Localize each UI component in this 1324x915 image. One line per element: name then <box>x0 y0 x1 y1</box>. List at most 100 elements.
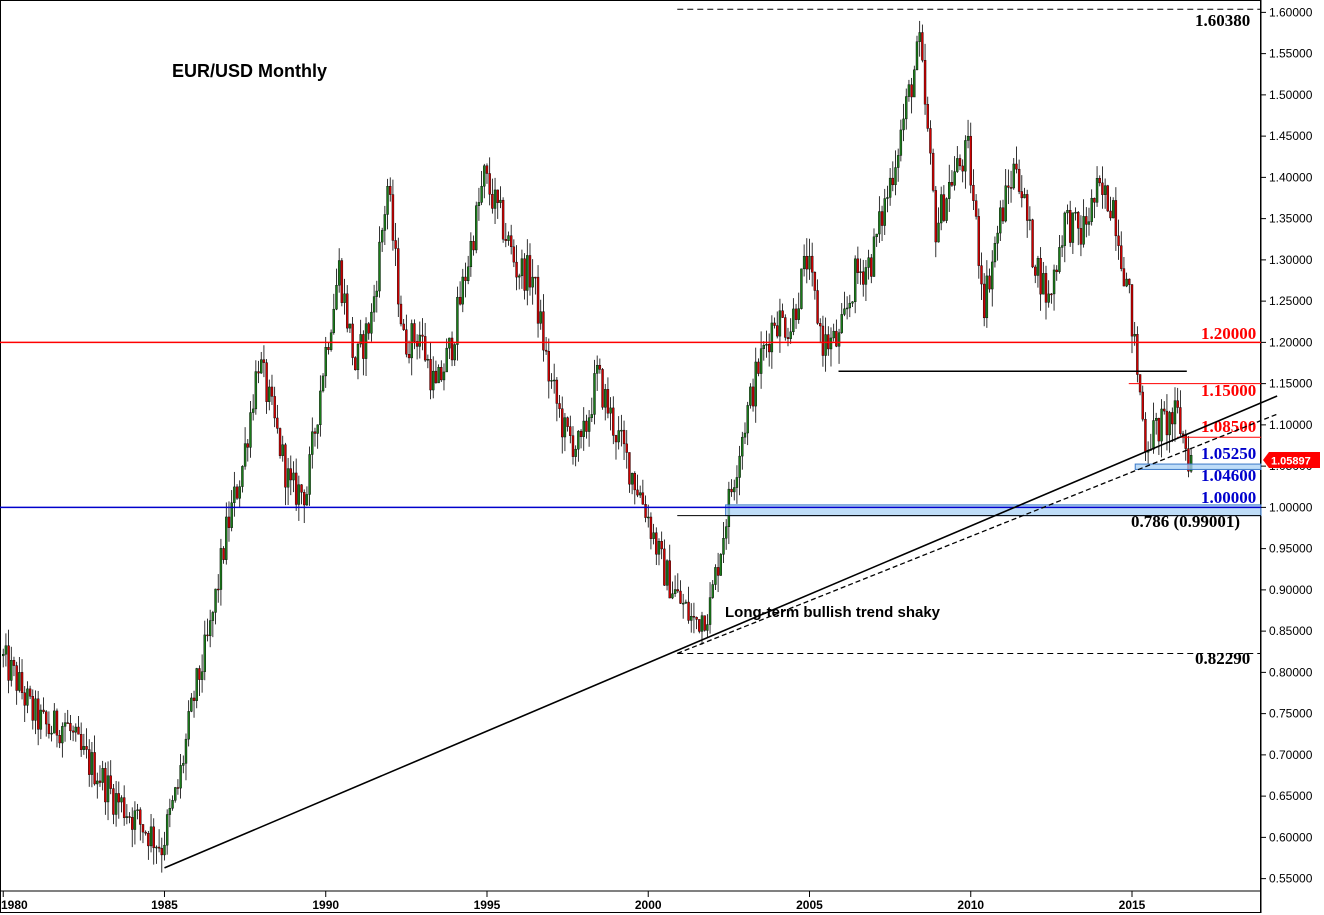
candle-body <box>1103 185 1107 195</box>
candle-body <box>942 194 946 221</box>
candle-body <box>440 367 443 381</box>
candle-body <box>45 711 48 725</box>
candle-body <box>625 443 628 453</box>
candle-body <box>171 800 174 809</box>
candle-body <box>641 492 645 505</box>
candle-body <box>1187 448 1190 472</box>
candle-body <box>921 32 924 61</box>
candle-body <box>391 194 395 241</box>
chart-title: EUR/USD Monthly <box>172 61 327 81</box>
candle-body <box>257 371 260 374</box>
candle-body <box>1171 412 1174 425</box>
candle-body <box>58 735 61 744</box>
candle-body <box>225 516 228 560</box>
candle-body <box>805 256 809 270</box>
candle-body <box>1154 418 1158 421</box>
candle-body <box>523 258 526 291</box>
candle-body <box>969 135 972 186</box>
candle-body <box>273 396 276 419</box>
candle-body <box>120 797 123 803</box>
candle-body <box>286 468 290 488</box>
candle-body <box>692 616 696 618</box>
candle-body <box>456 296 459 345</box>
candle-body <box>751 386 755 407</box>
candle-body <box>2 654 5 657</box>
candle-body <box>380 230 384 243</box>
candle-body <box>1004 185 1007 222</box>
candle-body <box>23 692 26 706</box>
candle-body <box>1125 278 1128 287</box>
candle-body <box>292 472 295 481</box>
candle-body <box>539 311 542 324</box>
y-tick-label: 1.55000 <box>1269 47 1313 61</box>
candle-body <box>767 344 771 353</box>
candle-body <box>155 846 158 849</box>
candle-body <box>112 788 115 815</box>
candle-body <box>15 665 18 691</box>
candle-body <box>1052 269 1056 295</box>
candle-body <box>784 317 787 338</box>
candle-body <box>1122 268 1126 287</box>
candle-body <box>423 336 427 361</box>
candle-body <box>896 155 900 168</box>
candle-body <box>144 831 147 834</box>
candle-body <box>509 235 513 248</box>
support-zone <box>1134 463 1262 470</box>
candle-body <box>558 403 561 409</box>
candle-body <box>536 276 540 324</box>
candle-body <box>343 293 346 303</box>
candle-body <box>359 334 362 345</box>
candle-body <box>219 548 223 590</box>
candle-body <box>354 357 357 371</box>
candle-body <box>622 429 626 445</box>
candle-body <box>1077 211 1080 229</box>
candle-body <box>131 817 134 830</box>
candle-body <box>837 332 841 347</box>
candle-body <box>63 722 67 727</box>
candle-body <box>716 567 720 576</box>
candle-body <box>418 334 421 347</box>
candle-body <box>781 310 784 318</box>
candle-body <box>278 428 282 456</box>
current-price-tag-text: 1.05897 <box>1271 456 1311 468</box>
candle-body <box>265 362 268 402</box>
candle-body <box>555 379 559 404</box>
candle-body <box>488 173 491 195</box>
candle-body <box>1165 410 1169 436</box>
candle-body <box>991 261 994 290</box>
x-tick-label: 2010 <box>957 898 984 912</box>
candle-body <box>630 473 634 485</box>
candle-body <box>880 211 884 226</box>
candle-body <box>724 526 728 539</box>
candle-body <box>1189 455 1193 472</box>
candle-body <box>163 844 166 856</box>
candle-body <box>324 347 327 377</box>
y-tick-label: 1.20000 <box>1269 335 1313 349</box>
y-tick-label: 1.30000 <box>1269 253 1313 267</box>
candle-body <box>246 443 249 448</box>
candle-body <box>367 323 370 334</box>
candle-body <box>566 417 569 427</box>
candle-body <box>491 194 494 209</box>
candle-body <box>1111 200 1115 219</box>
candle-body <box>1039 257 1042 295</box>
candle-body <box>313 431 317 434</box>
candle-body <box>1128 278 1131 285</box>
candle-body <box>1066 209 1069 214</box>
candle-body <box>104 768 107 803</box>
candle-body <box>926 104 929 129</box>
level-label: 0.786 (0.99001) <box>1131 512 1240 531</box>
candle-body <box>174 787 177 801</box>
x-tick-label: 1995 <box>474 898 501 912</box>
candle-body <box>913 69 916 98</box>
candle-body <box>152 826 155 849</box>
candle-body <box>370 311 373 334</box>
candle-body <box>203 634 206 672</box>
candle-body <box>233 486 236 504</box>
candle-body <box>1117 235 1120 246</box>
candle-body <box>348 323 352 329</box>
candle-body <box>929 128 932 154</box>
candle-body <box>227 516 231 528</box>
candle-body <box>856 258 860 273</box>
